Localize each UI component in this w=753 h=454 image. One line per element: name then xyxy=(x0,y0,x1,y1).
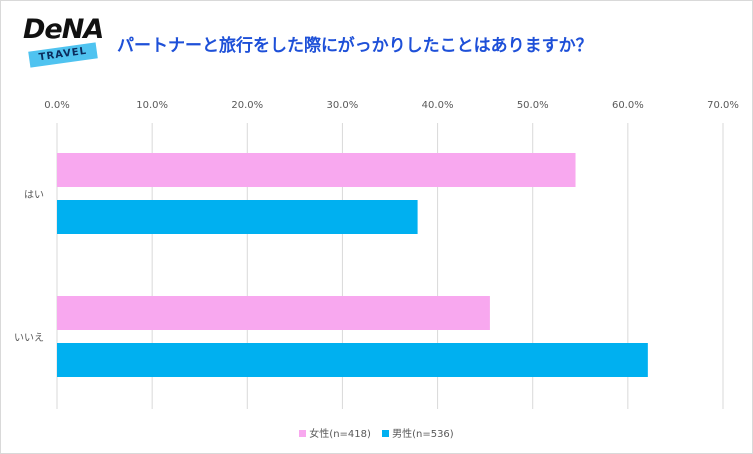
legend-item-male: 男性(n=536) xyxy=(382,425,454,440)
legend-swatch-male xyxy=(382,430,390,437)
x-tick-label: 20.0% xyxy=(231,100,263,111)
bar-male-0 xyxy=(57,200,418,234)
x-tick-label: 0.0% xyxy=(44,100,69,111)
legend-label-female: 女性(n=418) xyxy=(309,429,371,440)
y-category-label: いいえ xyxy=(14,332,44,344)
legend-item-female: 女性(n=418) xyxy=(299,425,371,440)
bar-male-1 xyxy=(57,343,648,377)
legend-swatch-female xyxy=(299,430,307,437)
x-tick-label: 40.0% xyxy=(422,100,454,111)
chart-title: パートナーと旅行をした際にがっかりしたことはありますか？ xyxy=(117,36,593,56)
logo-wordmark: DeNA xyxy=(23,14,104,45)
legend-label-male: 男性(n=536) xyxy=(392,429,454,440)
x-tick-label: 30.0% xyxy=(327,100,359,111)
y-category-label: はい xyxy=(24,189,44,201)
bar-female-0 xyxy=(57,153,576,187)
chart-legend: 女性(n=418) 男性(n=536) xyxy=(1,425,752,440)
bar-female-1 xyxy=(57,296,490,330)
x-tick-label: 10.0% xyxy=(136,100,168,111)
x-tick-label: 50.0% xyxy=(517,100,549,111)
dena-travel-logo: DeNA TRAVEL xyxy=(23,14,104,75)
x-tick-label: 60.0% xyxy=(612,100,644,111)
x-tick-label: 70.0% xyxy=(707,100,739,111)
